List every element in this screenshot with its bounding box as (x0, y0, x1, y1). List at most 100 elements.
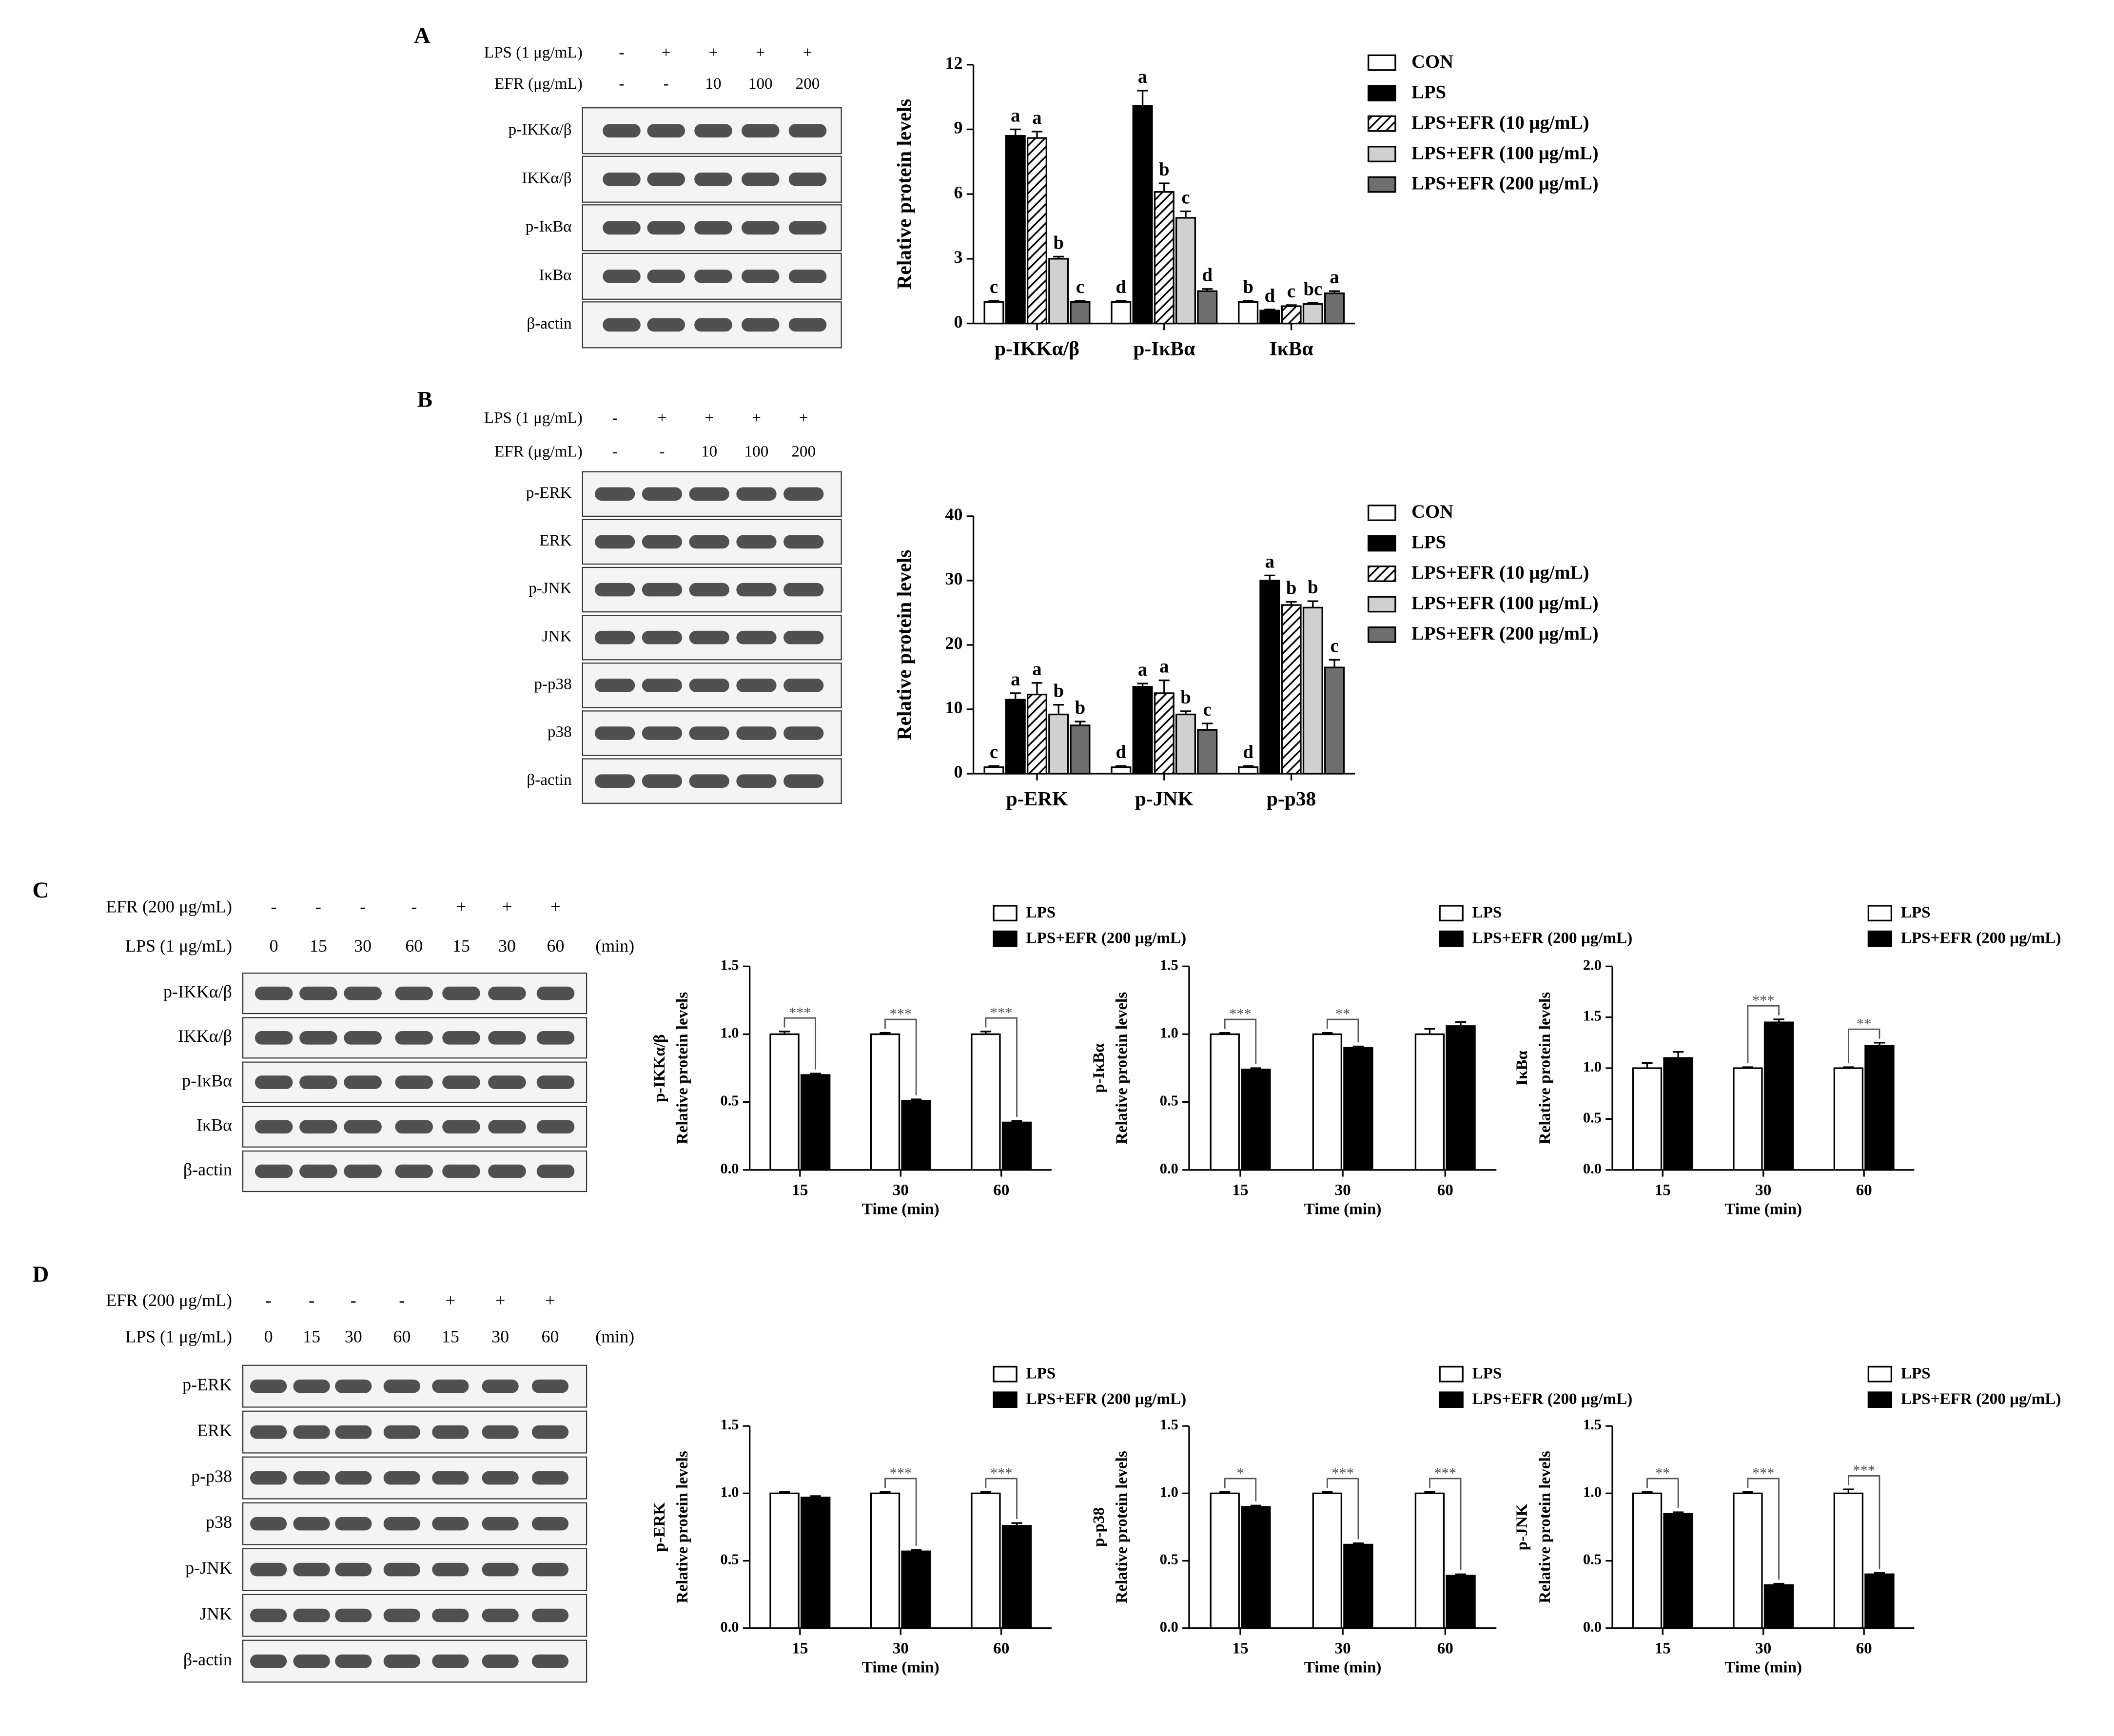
bar (1281, 305, 1302, 325)
blot-band (647, 124, 685, 138)
lane-label: + (658, 409, 667, 427)
blot-band (482, 1425, 519, 1439)
significance-letter: a (1138, 660, 1147, 680)
significance-label: *** (889, 1465, 912, 1482)
bar (1312, 1492, 1343, 1629)
blot-band (647, 221, 685, 235)
significance-bracket (1326, 1018, 1359, 1043)
legend-label: LPS+EFR (200 μg/mL) (1026, 1390, 1186, 1408)
x-axis-label: Time (min) (862, 1658, 940, 1676)
blot-band (250, 1608, 287, 1622)
bar (1175, 713, 1196, 775)
significance-letter: a (1032, 659, 1041, 680)
blot-band (442, 1075, 480, 1089)
blot-band (488, 1075, 526, 1089)
legend-swatch (993, 930, 1018, 947)
legend-label: LPS+EFR (200 μg/mL) (1411, 174, 1599, 194)
lane-label: - (271, 897, 277, 917)
band-label: p-IκBα (182, 1071, 232, 1090)
bar (1001, 1525, 1032, 1629)
blot-band (432, 1608, 469, 1622)
band-label: p-p38 (534, 675, 571, 693)
bar (1070, 724, 1091, 775)
blot-band (293, 1562, 330, 1577)
blot-band (299, 1031, 337, 1045)
lane-label: + (495, 1290, 505, 1310)
legend-label: LPS+EFR (10 μg/mL) (1411, 563, 1589, 583)
legend-label: LPS+EFR (200 μg/mL) (1472, 929, 1633, 947)
blot-band (647, 269, 685, 283)
bar (1154, 692, 1174, 775)
y-tick-label: 0.5 (1583, 1109, 1602, 1126)
bar (1343, 1047, 1373, 1171)
unit-label: (min) (595, 1327, 634, 1346)
bar (1048, 258, 1069, 325)
significance-bracket (1224, 1018, 1257, 1064)
significance-label: *** (1331, 1465, 1354, 1482)
legend-label: LPS (1026, 903, 1056, 921)
y-tick-label: 12 (945, 53, 963, 73)
x-tick-label: p-JNK (1135, 787, 1194, 810)
blot-band (344, 1120, 382, 1134)
lane-label: - (612, 443, 618, 461)
blot-band (383, 1562, 420, 1577)
legend-label: LPS+EFR (200 μg/mL) (1472, 1390, 1633, 1408)
blot-band (293, 1654, 330, 1668)
blot-band (788, 318, 827, 332)
blot-band (250, 1654, 287, 1668)
blot-band (344, 1031, 382, 1045)
y-tick-label: 0.5 (1160, 1551, 1178, 1568)
x-tick-label: 15 (1655, 1181, 1671, 1199)
blot-band (254, 1075, 293, 1089)
y-axis-label: IκBα (1513, 1051, 1531, 1086)
y-tick-label: 0.5 (721, 1551, 739, 1568)
x-tick-label: IκBα (1270, 337, 1313, 359)
x-tick-label: p-IκBα (1133, 337, 1195, 359)
lane-label: - (619, 43, 624, 61)
blot-band (293, 1517, 330, 1531)
y-tick-label: 0.0 (1160, 1619, 1178, 1635)
lane-label: - (659, 443, 665, 461)
significance-label: *** (1752, 992, 1775, 1009)
unit-label: (min) (595, 936, 634, 956)
legend-swatch (1439, 1391, 1464, 1408)
blot-band (689, 679, 729, 692)
y-axis-label: Relative protein levels (673, 992, 691, 1145)
bar (1414, 1492, 1445, 1629)
blot-band (595, 630, 635, 644)
significance-letter: d (1265, 286, 1275, 306)
lane-label: + (799, 409, 808, 427)
y-tick-label: 10 (945, 698, 963, 717)
blot-band (254, 1031, 293, 1045)
lane-label: - (266, 1290, 272, 1310)
x-tick-label: 30 (1755, 1181, 1771, 1199)
legend-swatch (1867, 930, 1893, 947)
condition-label: LPS (1 μg/mL) (125, 936, 232, 956)
bar (983, 301, 1004, 325)
bar (901, 1100, 931, 1171)
blot-band (595, 726, 635, 740)
significance-letter: b (1243, 277, 1253, 297)
x-tick-label: 15 (792, 1181, 808, 1199)
blot-band (299, 1075, 337, 1089)
blot-band (647, 172, 685, 186)
blot-band (647, 318, 685, 332)
significance-letter: a (1265, 551, 1274, 572)
bar (1005, 699, 1026, 775)
legend-swatch (1867, 1391, 1893, 1408)
bar (1197, 290, 1218, 325)
x-axis-label: Time (min) (1304, 1658, 1382, 1676)
significance-label: *** (889, 1006, 912, 1022)
blot-band (395, 1031, 433, 1045)
blot-band (488, 1164, 526, 1178)
lane-label: - (411, 897, 417, 917)
blot-band (482, 1517, 519, 1531)
y-tick-label: 0.0 (721, 1160, 739, 1177)
band-label: ERK (197, 1421, 232, 1440)
blot-band (482, 1608, 519, 1622)
bar (1238, 301, 1259, 325)
y-tick-label: 0.0 (1583, 1160, 1602, 1177)
significance-label: *** (990, 1465, 1013, 1482)
x-axis-label: Time (min) (1304, 1200, 1382, 1218)
blot-band (642, 774, 683, 788)
